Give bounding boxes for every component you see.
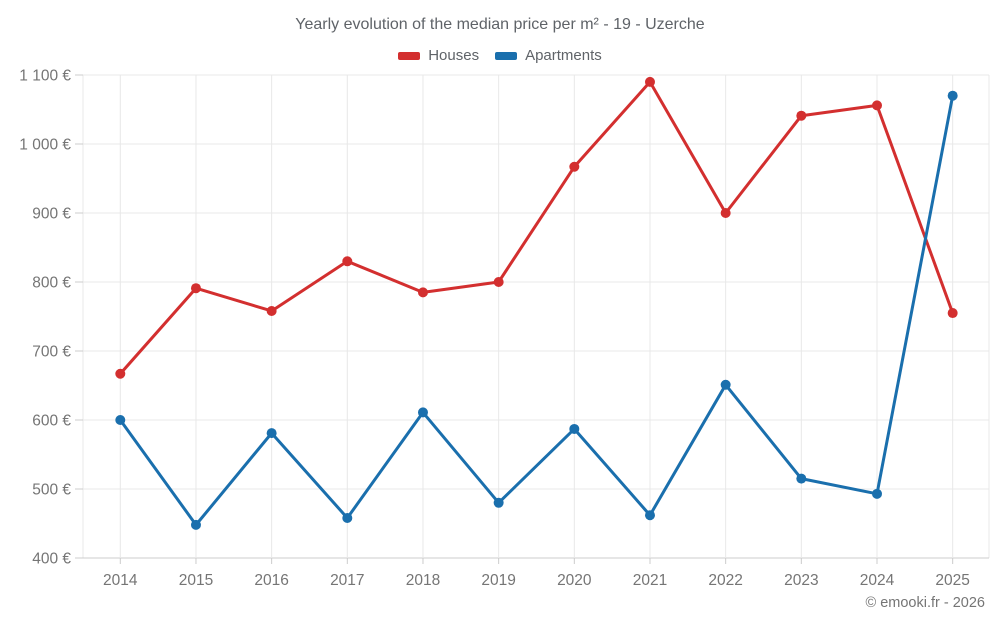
houses-legend-swatch-icon xyxy=(398,51,421,60)
x-axis-label: 2024 xyxy=(860,572,895,589)
apartments-point[interactable] xyxy=(115,415,126,425)
apartments-point[interactable] xyxy=(493,497,504,508)
apartments-legend-swatch-icon xyxy=(495,51,518,60)
houses-point[interactable] xyxy=(266,305,277,316)
y-axis-label: 400 € xyxy=(32,551,71,568)
y-axis-label: 700 € xyxy=(32,344,71,361)
x-axis-label: 2015 xyxy=(179,572,213,589)
houses-point[interactable] xyxy=(569,161,580,172)
legend-item-houses: Houses xyxy=(398,47,479,64)
houses-point[interactable] xyxy=(872,100,882,111)
houses-point[interactable] xyxy=(720,208,731,218)
x-axis-label: 2016 xyxy=(254,572,288,589)
houses-legend-label: Houses xyxy=(428,47,480,64)
apartments-legend-label: Apartments xyxy=(525,47,602,64)
chart-legend: Houses Apartments xyxy=(0,47,1000,64)
x-axis-label: 2020 xyxy=(557,572,592,589)
apartments-line xyxy=(118,94,955,527)
apartments-point[interactable] xyxy=(417,407,428,418)
x-axis-label: 2018 xyxy=(406,572,440,589)
y-axis-label: 600 € xyxy=(32,413,71,430)
x-axis-label: 2022 xyxy=(708,572,742,589)
apartments-point[interactable] xyxy=(947,90,958,101)
houses-point[interactable] xyxy=(493,277,504,287)
y-axis-label: 1 000 € xyxy=(19,137,71,154)
x-axis-label: 2014 xyxy=(103,572,138,589)
houses-point[interactable] xyxy=(190,283,201,294)
houses-point[interactable] xyxy=(644,76,655,87)
x-axis-label: 2019 xyxy=(481,572,515,589)
x-axis-label: 2025 xyxy=(935,572,969,589)
houses-point[interactable] xyxy=(342,256,353,267)
apartments-point[interactable] xyxy=(644,510,655,521)
apartments-point[interactable] xyxy=(720,379,731,390)
houses-line xyxy=(118,80,955,376)
y-axis-label: 1 100 € xyxy=(19,68,71,85)
x-axis-label: 2017 xyxy=(330,572,364,589)
houses-point[interactable] xyxy=(417,287,428,298)
chart-title: Yearly evolution of the median price per… xyxy=(295,16,705,33)
apartments-point[interactable] xyxy=(342,512,353,523)
apartments-point[interactable] xyxy=(266,428,277,439)
apartments-point[interactable] xyxy=(190,519,201,530)
y-axis-label: 500 € xyxy=(32,482,71,499)
copyright-footer: © emooki.fr - 2026 xyxy=(865,595,985,611)
apartments-point[interactable] xyxy=(796,473,807,484)
houses-point[interactable] xyxy=(115,368,126,379)
y-axis-label: 800 € xyxy=(32,275,71,292)
apartments-point[interactable] xyxy=(569,423,580,434)
houses-point[interactable] xyxy=(796,110,807,121)
legend-item-apartments: Apartments xyxy=(495,47,602,64)
y-axis-label: 900 € xyxy=(32,206,71,223)
x-axis-label: 2021 xyxy=(633,572,667,589)
x-axis-label: 2023 xyxy=(784,572,818,589)
apartments-point[interactable] xyxy=(872,488,882,499)
houses-point[interactable] xyxy=(947,308,958,319)
